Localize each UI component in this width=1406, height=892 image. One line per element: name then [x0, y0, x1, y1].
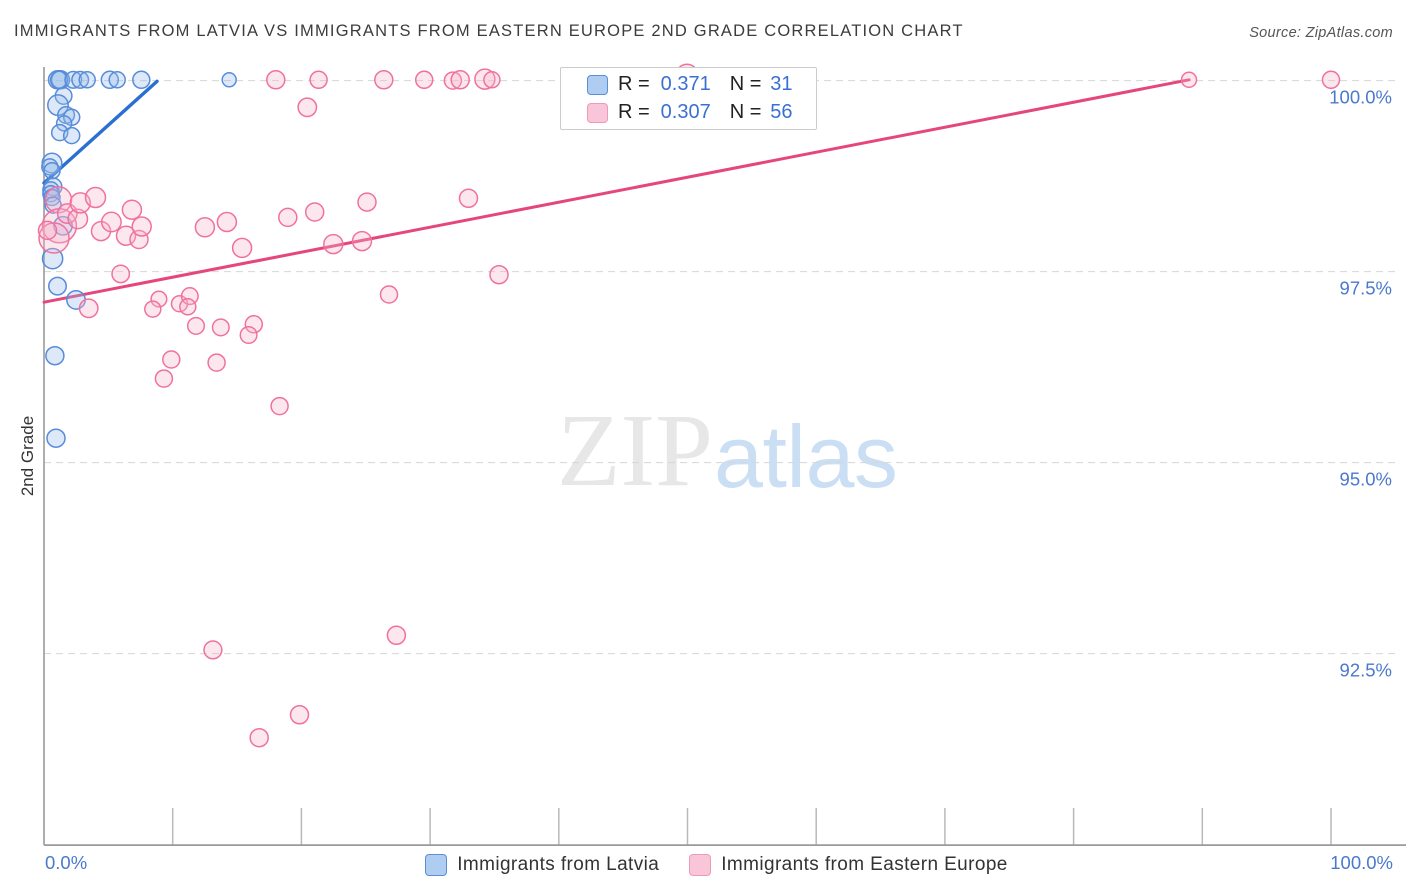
data-point	[154, 369, 174, 388]
eastern-europe-n-label: N =	[729, 101, 762, 123]
x-axis-max-label: 100.0%	[1330, 852, 1393, 873]
legend-box: R = 0.371 N = 31 R = 0.307 N = 56	[560, 67, 817, 130]
data-point	[71, 70, 90, 89]
data-point	[474, 68, 496, 90]
data-point	[450, 70, 470, 90]
latvia-n-label: N =	[729, 73, 762, 95]
chart-legend: Immigrants from Latvia Immigrants from E…	[0, 850, 1406, 880]
data-point	[45, 345, 65, 366]
page-title: IMMIGRANTS FROM LATVIA VS IMMIGRANTS FRO…	[14, 22, 964, 40]
data-point	[67, 208, 89, 230]
legend-label-eastern-europe: Immigrants from Eastern Europe	[721, 854, 1008, 875]
data-point	[266, 70, 286, 90]
data-point	[443, 71, 463, 90]
data-point	[62, 126, 81, 145]
data-point	[129, 229, 149, 250]
data-point	[108, 71, 126, 89]
data-point	[374, 70, 394, 90]
data-point	[211, 318, 230, 337]
trend-line	[42, 79, 159, 185]
data-point	[46, 428, 66, 448]
latvia-legend-swatch	[587, 74, 608, 95]
data-point	[1180, 71, 1198, 89]
legend-swatch-latvia	[425, 854, 448, 876]
data-point	[289, 705, 310, 725]
axis-lines	[43, 67, 1406, 846]
y-tick-label-95: 95.0%	[1340, 469, 1392, 490]
data-point	[379, 285, 399, 304]
data-point	[121, 199, 143, 220]
y-axis-tick-labels: 100.0% 97.5% 95.0% 92.5%	[1329, 87, 1392, 681]
eastern-europe-legend-swatch	[587, 102, 608, 123]
data-point	[309, 70, 328, 90]
trend-lines	[42, 78, 1191, 304]
data-point	[179, 298, 197, 316]
legend-label-latvia: Immigrants from Latvia	[457, 854, 660, 875]
x-axis-ticks	[171, 808, 1332, 846]
data-point	[351, 230, 373, 252]
data-point	[38, 222, 70, 254]
data-point	[78, 298, 99, 319]
eastern-europe-r-value: 0.307	[660, 101, 711, 123]
data-point	[249, 727, 269, 748]
y-tick-label-100: 100.0%	[1329, 87, 1392, 108]
data-point	[37, 220, 58, 241]
data-point	[144, 300, 162, 318]
legend-row-eastern-europe: R = 0.307 N = 56	[587, 101, 816, 124]
data-points	[37, 63, 1341, 748]
data-point	[186, 316, 206, 335]
data-point	[100, 211, 122, 233]
data-point	[221, 72, 237, 88]
data-point	[64, 70, 83, 89]
eastern-europe-r-label: R =	[618, 101, 650, 123]
data-point	[131, 216, 152, 237]
data-point	[239, 325, 258, 345]
data-point	[150, 290, 168, 308]
data-point	[207, 353, 226, 372]
trend-line	[42, 78, 1191, 304]
data-point	[483, 71, 501, 89]
data-point	[489, 264, 509, 285]
data-point	[297, 97, 318, 118]
data-point	[278, 207, 298, 228]
source-credit: Source: ZipAtlas.com	[1249, 25, 1393, 41]
data-point	[244, 315, 264, 334]
data-point	[162, 350, 181, 369]
data-point	[270, 396, 289, 416]
data-point	[386, 625, 407, 646]
data-point	[78, 71, 96, 89]
latvia-r-label: R =	[618, 73, 650, 95]
data-point	[231, 237, 253, 259]
legend-swatch-eastern-europe	[689, 854, 712, 876]
data-point	[194, 217, 216, 238]
data-point	[203, 640, 223, 660]
data-point	[84, 186, 107, 209]
legend-row-latvia: R = 0.371 N = 31	[587, 73, 816, 96]
y-tick-label-92.5: 92.5%	[1340, 660, 1392, 681]
data-point	[48, 276, 67, 296]
data-point	[357, 192, 377, 212]
data-point	[180, 287, 199, 306]
data-point	[1321, 70, 1341, 90]
data-point	[414, 70, 434, 90]
data-point	[458, 188, 479, 209]
data-point	[304, 202, 325, 222]
data-point	[41, 247, 64, 270]
data-point	[43, 162, 61, 180]
gridlines	[44, 80, 1395, 655]
data-point	[55, 115, 73, 132]
data-point	[216, 211, 238, 233]
data-point	[323, 233, 344, 255]
eastern-europe-n-value: 56	[770, 101, 793, 123]
data-point	[132, 70, 151, 90]
latvia-n-value: 31	[770, 73, 793, 95]
y-tick-label-97.5: 97.5%	[1340, 278, 1392, 299]
latvia-r-value: 0.371	[660, 73, 711, 95]
x-axis-min-label: 0.0%	[45, 852, 88, 873]
data-point	[111, 264, 131, 284]
